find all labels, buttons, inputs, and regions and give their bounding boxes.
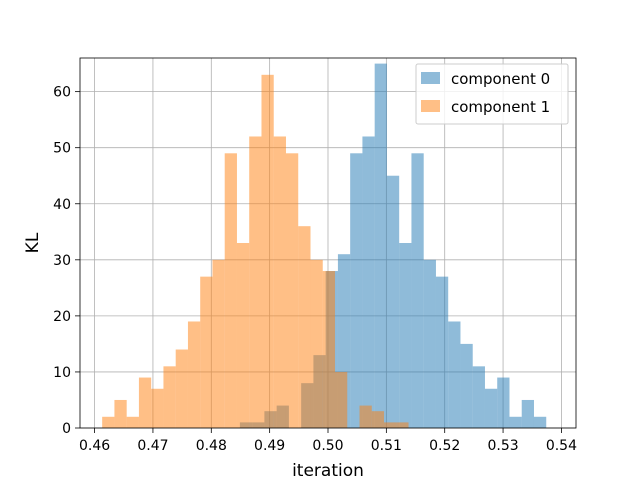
x-tick-label: 0.47 [137, 438, 168, 454]
y-tick-label: 40 [53, 197, 71, 213]
x-tick-label: 0.49 [254, 438, 285, 454]
histogram-bar [509, 416, 522, 428]
histogram-bar [126, 416, 139, 428]
y-tick-label: 30 [53, 253, 71, 269]
histogram-bar [533, 416, 547, 428]
y-tick-label: 50 [53, 141, 71, 157]
histogram-bar [138, 377, 152, 428]
histogram-bar [261, 74, 274, 429]
histogram-bar [411, 153, 424, 428]
x-axis-ticks: 0.46 0.47 0.48 0.49 0.50 0.51 0.52 0.53 0.54 [79, 428, 577, 454]
histogram-bar [371, 411, 385, 428]
y-axis-ticks: 0 10 20 30 40 50 60 [53, 85, 80, 437]
histogram-bar [163, 366, 176, 428]
legend-swatch-component-1 [421, 100, 440, 112]
legend-label-component-0: component 0 [451, 70, 550, 88]
legend: component 0 component 1 [415, 63, 569, 125]
x-axis-label: iteration [292, 461, 364, 480]
histogram-bar [335, 371, 348, 428]
histogram-bar [396, 422, 409, 428]
histogram-bar [521, 399, 534, 428]
legend-label-component-1: component 1 [451, 98, 550, 116]
histogram-bar [200, 276, 213, 428]
histogram-bar [249, 136, 262, 428]
histogram-bar [285, 153, 299, 428]
histogram-bar [298, 226, 311, 428]
histogram-bar [423, 259, 436, 428]
histogram-bar [399, 243, 412, 428]
series-1-bars [102, 74, 409, 429]
histogram-bar [114, 399, 127, 428]
y-tick-label: 60 [53, 85, 71, 101]
y-tick-label: 0 [62, 421, 71, 437]
histogram-bar [273, 136, 286, 428]
legend-swatch-component-0 [421, 72, 440, 84]
histogram-bar [386, 175, 400, 428]
histogram-bar [374, 63, 387, 429]
y-tick-label: 20 [53, 309, 71, 325]
x-tick-label: 0.46 [79, 438, 110, 454]
histogram-bar [151, 388, 164, 428]
histogram-bar [384, 422, 397, 428]
y-axis-label: KL [23, 232, 43, 253]
histogram-bar [497, 377, 510, 428]
x-tick-label: 0.48 [196, 438, 227, 454]
histogram-bar [359, 405, 372, 428]
bars-layer [102, 63, 547, 429]
histogram-bar [102, 416, 115, 428]
x-tick-label: 0.54 [546, 438, 577, 454]
histogram-bar [322, 271, 336, 428]
legend-frame [415, 63, 569, 125]
histogram-bar [435, 276, 449, 428]
histogram-bar [236, 243, 250, 428]
histogram-bar [460, 343, 473, 428]
histogram-bar [484, 388, 498, 428]
histogram-bar [310, 259, 323, 428]
x-tick-label: 0.51 [371, 438, 402, 454]
histogram-bar [472, 366, 485, 428]
histogram-bar [350, 153, 363, 428]
histogram-bar [175, 349, 188, 428]
histogram-bar [362, 136, 375, 428]
histogram-bar [224, 153, 237, 428]
histogram-bar [187, 321, 201, 428]
histogram-bar [212, 259, 225, 428]
histogram-bar [448, 321, 461, 428]
x-tick-label: 0.53 [487, 438, 518, 454]
x-tick-label: 0.52 [429, 438, 460, 454]
x-tick-label: 0.50 [312, 438, 343, 454]
y-tick-label: 10 [53, 365, 71, 381]
